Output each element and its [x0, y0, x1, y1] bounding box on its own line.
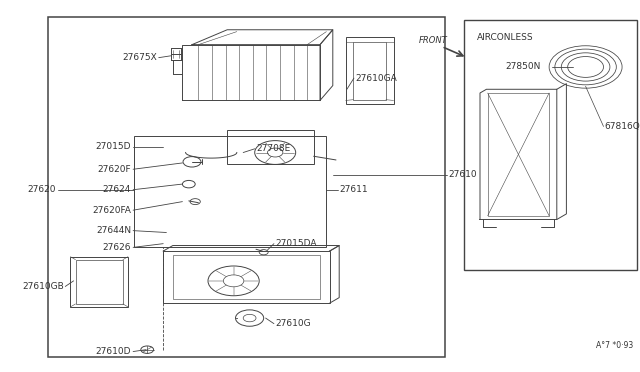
Bar	[48, 17, 445, 357]
Text: 27611: 27611	[339, 185, 368, 194]
Text: 27015D: 27015D	[96, 142, 131, 151]
Text: 27610GA: 27610GA	[355, 74, 397, 83]
Bar	[227, 130, 314, 164]
Bar	[70, 257, 128, 307]
Bar	[488, 93, 549, 216]
Bar	[353, 42, 386, 100]
Text: 27708E: 27708E	[256, 144, 291, 153]
Text: 27675X: 27675X	[122, 53, 157, 62]
Text: AIRCONLESS: AIRCONLESS	[477, 33, 533, 42]
Text: 67816Q: 67816Q	[605, 122, 640, 131]
Text: A°7 *0·93: A°7 *0·93	[596, 341, 634, 350]
Text: 27626: 27626	[102, 243, 131, 252]
Text: 27644N: 27644N	[96, 226, 131, 235]
Text: 27620: 27620	[28, 185, 56, 194]
Bar	[76, 260, 123, 304]
Bar	[134, 136, 326, 247]
Text: 27610D: 27610D	[96, 347, 131, 356]
Bar	[346, 37, 394, 104]
Text: 27620F: 27620F	[97, 165, 131, 174]
Text: 27620FA: 27620FA	[92, 206, 131, 215]
Text: FRONT: FRONT	[419, 36, 448, 45]
Text: 27624: 27624	[103, 185, 131, 194]
Text: 27015DA: 27015DA	[275, 239, 317, 248]
Bar	[173, 255, 320, 299]
Bar	[464, 20, 637, 270]
Text: 27610: 27610	[448, 170, 477, 179]
Text: 27610GB: 27610GB	[22, 282, 64, 291]
Bar	[163, 251, 330, 303]
Text: 27610G: 27610G	[275, 319, 311, 328]
Text: 27850N: 27850N	[506, 62, 541, 71]
